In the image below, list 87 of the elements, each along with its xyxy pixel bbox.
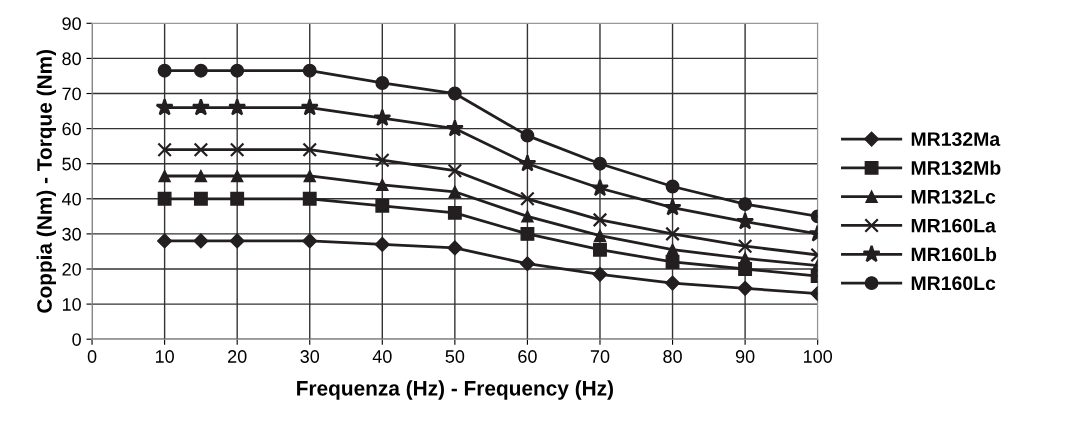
legend-label: MR132Lc (911, 189, 996, 204)
x-tick-label: 20 (228, 350, 247, 363)
point (592, 266, 608, 282)
point (193, 142, 209, 158)
point (302, 191, 317, 206)
point (157, 142, 172, 158)
y-tick-label: 40 (61, 192, 81, 206)
x-tick-label: 10 (155, 350, 174, 363)
point (447, 163, 463, 179)
y-axis-title: Coppia (Nm) - Torque (Nm) (36, 49, 56, 313)
point (374, 152, 390, 168)
point (229, 142, 245, 158)
y-tick-label: 0 (72, 333, 81, 346)
legend-label: MR160Lc (911, 276, 996, 291)
legend-label: MR160La (911, 218, 996, 233)
point (445, 119, 464, 137)
point (518, 154, 537, 172)
point (194, 169, 208, 183)
point (375, 76, 390, 90)
y-tick-label: 90 (62, 17, 81, 31)
point (229, 233, 245, 249)
point (665, 226, 680, 242)
point (520, 191, 535, 207)
y-tick-label: 60 (62, 122, 81, 136)
point (373, 108, 392, 126)
point (663, 198, 682, 216)
legend-label: MR132Ma (911, 132, 1001, 147)
point (738, 197, 753, 212)
point (157, 63, 172, 78)
point (374, 236, 390, 253)
point (447, 86, 462, 101)
point (737, 238, 753, 254)
x-tick-label: 100 (803, 350, 833, 363)
y-tick-label: 10 (62, 298, 81, 311)
point (592, 212, 608, 228)
point (593, 242, 607, 257)
x-tick-label: 80 (663, 350, 682, 363)
point (520, 128, 535, 143)
x-tick-label: 90 (735, 350, 755, 363)
point (666, 243, 679, 256)
point (228, 98, 247, 116)
point (519, 256, 535, 272)
point (302, 233, 318, 249)
point (157, 233, 173, 249)
point (191, 98, 210, 116)
point (737, 280, 753, 296)
point (158, 169, 171, 183)
point (302, 63, 317, 78)
point (230, 169, 244, 183)
point (193, 233, 209, 249)
y-tick-label: 50 (62, 157, 81, 171)
point (665, 179, 680, 194)
y-tick-label: 30 (62, 227, 81, 241)
point (302, 142, 318, 158)
point (157, 191, 172, 206)
point (376, 178, 389, 192)
point (664, 275, 681, 291)
legend-label: MR132Mb (911, 160, 1001, 175)
point (230, 63, 245, 78)
x-tick-label: 30 (300, 350, 320, 363)
point (593, 156, 607, 171)
x-tick-label: 60 (518, 350, 537, 363)
y-tick-label: 80 (62, 52, 81, 66)
y-tick-label: 70 (62, 87, 81, 101)
x-axis-title: Frequenza (Hz) - Frequency (Hz) (297, 380, 613, 400)
point (593, 229, 607, 242)
point (590, 178, 610, 197)
point (193, 63, 208, 78)
point (155, 98, 174, 116)
point (230, 191, 245, 206)
point (448, 185, 462, 199)
y-tick-label: 20 (62, 262, 81, 276)
point (736, 212, 755, 230)
x-tick-label: 40 (372, 350, 392, 363)
point (300, 98, 319, 116)
point (375, 198, 390, 213)
point (193, 191, 208, 206)
x-tick-label: 0 (87, 350, 97, 363)
legend-label: MR160Lb (911, 247, 997, 262)
x-tick-label: 70 (590, 350, 610, 363)
point (520, 226, 535, 241)
point (521, 210, 534, 223)
point (303, 169, 316, 183)
point (447, 240, 463, 256)
point (447, 205, 462, 220)
x-tick-label: 50 (445, 350, 465, 363)
point (738, 252, 752, 265)
